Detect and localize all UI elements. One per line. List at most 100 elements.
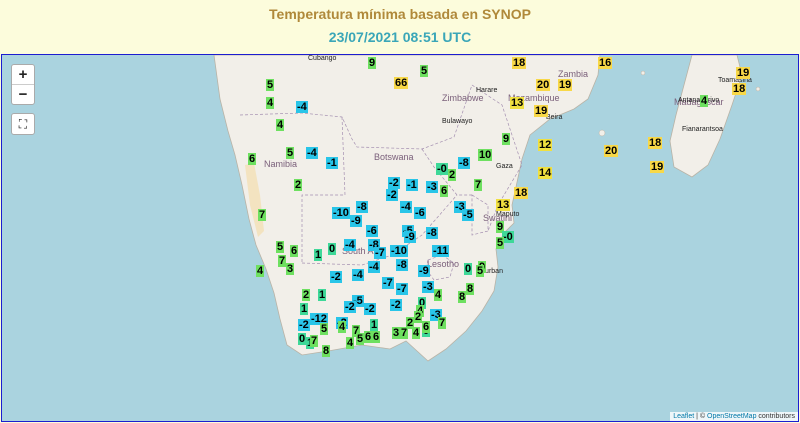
station-marker[interactable]: 2 — [302, 289, 311, 301]
station-marker[interactable]: 5 — [356, 333, 365, 345]
station-marker[interactable]: 4 — [256, 265, 265, 277]
station-marker[interactable]: 4 — [346, 337, 355, 349]
station-marker[interactable]: 3 — [392, 327, 401, 339]
zoom-out-button[interactable]: − — [18, 86, 28, 103]
station-marker[interactable]: 6 — [248, 153, 257, 165]
station-marker[interactable]: -1 — [406, 179, 418, 191]
station-marker[interactable]: 9 — [496, 221, 505, 233]
station-marker[interactable]: -11 — [432, 245, 450, 257]
station-marker[interactable]: -4 — [368, 261, 380, 273]
station-marker[interactable]: 18 — [514, 187, 529, 199]
station-marker[interactable]: 18 — [648, 137, 663, 149]
station-marker[interactable]: -0 — [436, 163, 448, 175]
station-marker[interactable]: -6 — [366, 225, 378, 237]
station-marker[interactable]: 5 — [266, 79, 275, 91]
station-marker[interactable]: 9 — [502, 133, 511, 145]
station-marker[interactable]: 18 — [512, 57, 527, 69]
station-marker[interactable]: 2 — [448, 169, 457, 181]
station-marker[interactable]: 7 — [352, 325, 361, 337]
station-marker[interactable]: -8 — [396, 259, 408, 271]
station-marker[interactable]: 6 — [364, 331, 373, 343]
station-marker[interactable]: -10 — [390, 245, 408, 257]
station-marker[interactable]: 12 — [538, 139, 553, 151]
station-marker[interactable]: -4 — [344, 239, 356, 251]
station-marker[interactable]: 1 — [314, 249, 323, 261]
station-marker[interactable]: 7 — [310, 335, 319, 347]
station-marker[interactable]: -0 — [502, 231, 514, 243]
station-marker[interactable]: 5 — [320, 323, 329, 335]
station-marker[interactable]: -4 — [352, 269, 364, 281]
station-marker[interactable]: 8 — [458, 291, 467, 303]
station-marker[interactable]: 18 — [732, 83, 747, 95]
map-view[interactable]: Namibia Botswana Zimbabwe South Afr Leso… — [1, 54, 799, 422]
station-marker[interactable]: -9 — [350, 215, 362, 227]
station-marker[interactable]: -4 — [400, 201, 412, 213]
station-marker[interactable]: 0 — [464, 263, 473, 275]
station-marker[interactable]: 7 — [474, 179, 483, 191]
station-marker[interactable]: 0 — [298, 333, 307, 345]
station-marker[interactable]: 6 — [372, 331, 381, 343]
station-marker[interactable]: -2 — [298, 319, 310, 331]
station-marker[interactable]: 1 — [318, 289, 327, 301]
station-marker[interactable]: 6 — [290, 245, 299, 257]
station-marker[interactable]: -8 — [426, 227, 438, 239]
station-marker[interactable]: 20 — [536, 79, 551, 91]
station-marker[interactable]: -7 — [382, 277, 394, 289]
station-marker[interactable]: -12 — [310, 313, 328, 325]
station-marker[interactable]: 8 — [322, 345, 331, 357]
station-marker[interactable]: 4 — [700, 95, 709, 107]
station-marker[interactable]: -3 — [454, 201, 466, 213]
station-marker[interactable]: 4 — [266, 97, 275, 109]
station-marker[interactable]: -10 — [332, 207, 350, 219]
station-marker[interactable]: -4 — [296, 101, 308, 113]
station-marker[interactable]: -2 — [386, 189, 398, 201]
station-marker[interactable]: 7 — [258, 209, 267, 221]
station-marker[interactable]: 5 — [476, 265, 485, 277]
station-marker[interactable]: 6 — [422, 321, 431, 333]
station-marker[interactable]: -2 — [330, 271, 342, 283]
station-marker[interactable]: 4 — [338, 321, 347, 333]
station-marker[interactable]: -5 — [352, 295, 364, 307]
station-marker[interactable]: 3 — [286, 263, 295, 275]
station-marker[interactable]: 1 — [300, 303, 309, 315]
station-marker[interactable]: 5 — [496, 237, 505, 249]
station-marker[interactable]: 16 — [598, 57, 613, 69]
station-marker[interactable]: -7 — [374, 247, 386, 259]
station-marker[interactable]: 7 — [400, 327, 409, 339]
station-marker[interactable]: 5 — [286, 147, 295, 159]
station-marker[interactable]: -6 — [414, 207, 426, 219]
station-marker[interactable]: 13 — [496, 199, 511, 211]
station-marker[interactable]: 1 — [370, 319, 379, 331]
station-marker[interactable]: -2 — [388, 177, 400, 189]
station-marker[interactable]: 0 — [328, 243, 337, 255]
station-marker[interactable]: 4 — [434, 289, 443, 301]
station-marker[interactable]: 19 — [534, 105, 549, 117]
station-marker[interactable]: 20 — [604, 145, 619, 157]
station-marker[interactable]: -5 — [462, 209, 474, 221]
station-marker[interactable]: -8 — [356, 201, 368, 213]
station-marker[interactable]: 7 — [278, 255, 287, 267]
station-marker[interactable]: 19 — [558, 79, 573, 91]
station-marker[interactable]: 13 — [510, 97, 525, 109]
station-marker[interactable]: -1 — [326, 157, 338, 169]
station-marker[interactable]: -7 — [396, 283, 408, 295]
zoom-in-button[interactable]: + — [12, 65, 34, 85]
station-marker[interactable]: -2 — [344, 301, 356, 313]
station-marker[interactable]: 4 — [276, 119, 285, 131]
station-marker[interactable]: 2 — [414, 311, 423, 323]
station-marker[interactable]: -2 — [364, 303, 376, 315]
station-marker[interactable]: 8 — [466, 283, 475, 295]
station-marker[interactable]: 5 — [420, 65, 429, 77]
station-marker[interactable]: 5 — [276, 241, 285, 253]
leaflet-link[interactable]: Leaflet — [673, 413, 695, 420]
station-marker[interactable]: 0 — [418, 297, 427, 309]
station-marker[interactable]: 14 — [538, 167, 553, 179]
station-marker[interactable]: -9 — [404, 231, 416, 243]
station-marker[interactable]: -9 — [418, 265, 430, 277]
station-marker[interactable]: 7 — [438, 317, 447, 329]
station-marker[interactable]: 6 — [440, 185, 449, 197]
osm-link[interactable]: OpenStreetMap — [707, 413, 757, 420]
station-marker[interactable]: 2 — [294, 179, 303, 191]
station-marker[interactable]: 9 — [368, 57, 377, 69]
station-marker[interactable]: 19 — [736, 67, 751, 79]
